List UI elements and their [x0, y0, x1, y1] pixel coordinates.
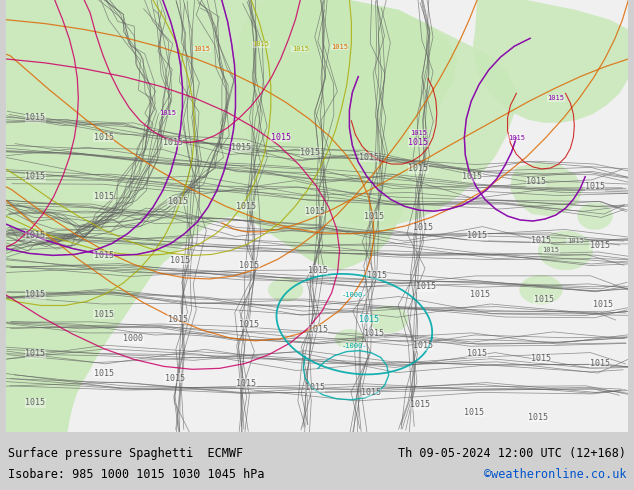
- Text: Isobare: 985 1000 1015 1030 1045 hPa: Isobare: 985 1000 1015 1030 1045 hPa: [8, 468, 264, 481]
- Text: 1015: 1015: [25, 349, 45, 358]
- Text: 1015: 1015: [305, 207, 325, 216]
- Text: 1015: 1015: [239, 319, 259, 329]
- Text: 1015: 1015: [531, 236, 551, 245]
- Polygon shape: [519, 275, 562, 304]
- Text: 1015: 1015: [408, 138, 428, 147]
- Text: 1015: 1015: [94, 133, 114, 142]
- Text: 1015: 1015: [193, 46, 210, 52]
- Text: ©weatheronline.co.uk: ©weatheronline.co.uk: [484, 468, 626, 481]
- Text: 1015: 1015: [167, 315, 188, 324]
- Text: 1015: 1015: [547, 95, 564, 101]
- Text: 1015: 1015: [364, 212, 384, 220]
- Text: 1000: 1000: [124, 334, 143, 343]
- Text: 1015: 1015: [528, 413, 548, 422]
- Text: -1000-: -1000-: [342, 343, 367, 349]
- Text: 1015: 1015: [413, 341, 433, 350]
- Polygon shape: [6, 0, 458, 432]
- Text: 1015: 1015: [165, 374, 184, 383]
- Text: 1015: 1015: [271, 133, 290, 142]
- Text: 1015: 1015: [308, 266, 328, 274]
- Text: Surface pressure Spaghetti  ECMWF: Surface pressure Spaghetti ECMWF: [8, 447, 243, 460]
- Polygon shape: [369, 305, 408, 333]
- Text: 1015: 1015: [531, 354, 551, 363]
- Polygon shape: [473, 0, 628, 123]
- Text: 1015: 1015: [25, 398, 45, 407]
- Text: 1015: 1015: [167, 197, 188, 206]
- Text: 1015: 1015: [590, 359, 610, 368]
- Text: 1015: 1015: [542, 247, 559, 253]
- Text: 1015: 1015: [94, 192, 114, 201]
- Text: 1015: 1015: [467, 349, 487, 358]
- Text: 1015: 1015: [171, 256, 190, 265]
- Text: Th 09-05-2024 12:00 UTC (12+168): Th 09-05-2024 12:00 UTC (12+168): [398, 447, 626, 460]
- Text: 1015: 1015: [593, 300, 613, 309]
- Text: 1015: 1015: [462, 172, 482, 181]
- Text: 1015: 1015: [408, 165, 428, 173]
- Text: 1015: 1015: [508, 135, 525, 141]
- Text: 1015: 1015: [410, 129, 427, 136]
- Text: 1015: 1015: [94, 369, 114, 378]
- Text: 1015: 1015: [367, 270, 387, 279]
- Text: 1015: 1015: [252, 41, 269, 47]
- Text: 1015: 1015: [359, 153, 379, 162]
- Text: 1015: 1015: [470, 290, 490, 299]
- Text: 1015: 1015: [359, 315, 379, 324]
- Text: 1015: 1015: [94, 310, 114, 319]
- Text: 1015: 1015: [590, 241, 610, 250]
- Text: 1015: 1015: [413, 223, 433, 232]
- Text: 1015: 1015: [361, 389, 381, 397]
- Text: 1015: 1015: [567, 238, 584, 244]
- Text: 1015: 1015: [159, 110, 176, 116]
- Polygon shape: [268, 278, 303, 301]
- Text: 1015: 1015: [25, 290, 45, 299]
- Polygon shape: [578, 202, 612, 230]
- Text: 1015: 1015: [534, 295, 554, 304]
- Text: 1015: 1015: [331, 44, 348, 50]
- Text: 1015: 1015: [236, 202, 256, 211]
- Text: 1015: 1015: [236, 379, 256, 388]
- Text: 1015: 1015: [410, 400, 430, 409]
- Text: 1015: 1015: [464, 408, 484, 417]
- Polygon shape: [538, 231, 593, 270]
- Text: 1015: 1015: [526, 177, 546, 186]
- Polygon shape: [335, 329, 364, 349]
- Text: 1015: 1015: [467, 231, 487, 240]
- Text: 1015: 1015: [239, 261, 259, 270]
- Text: -1000-: -1000-: [342, 292, 367, 297]
- Text: 1015: 1015: [25, 231, 45, 240]
- Polygon shape: [510, 162, 583, 216]
- Text: 1015: 1015: [162, 138, 183, 147]
- Text: 1015: 1015: [364, 329, 384, 339]
- Text: 1015: 1015: [292, 46, 309, 52]
- Text: 1015: 1015: [308, 324, 328, 334]
- Text: 1015: 1015: [585, 182, 605, 191]
- Polygon shape: [153, 0, 516, 226]
- Text: 1015: 1015: [231, 143, 251, 152]
- Text: 1015: 1015: [416, 282, 436, 292]
- Text: 1015: 1015: [300, 148, 320, 157]
- Text: 1015: 1015: [25, 113, 45, 122]
- Text: 1015: 1015: [94, 251, 114, 260]
- Text: 1015: 1015: [305, 384, 325, 392]
- Text: 1015: 1015: [25, 172, 45, 181]
